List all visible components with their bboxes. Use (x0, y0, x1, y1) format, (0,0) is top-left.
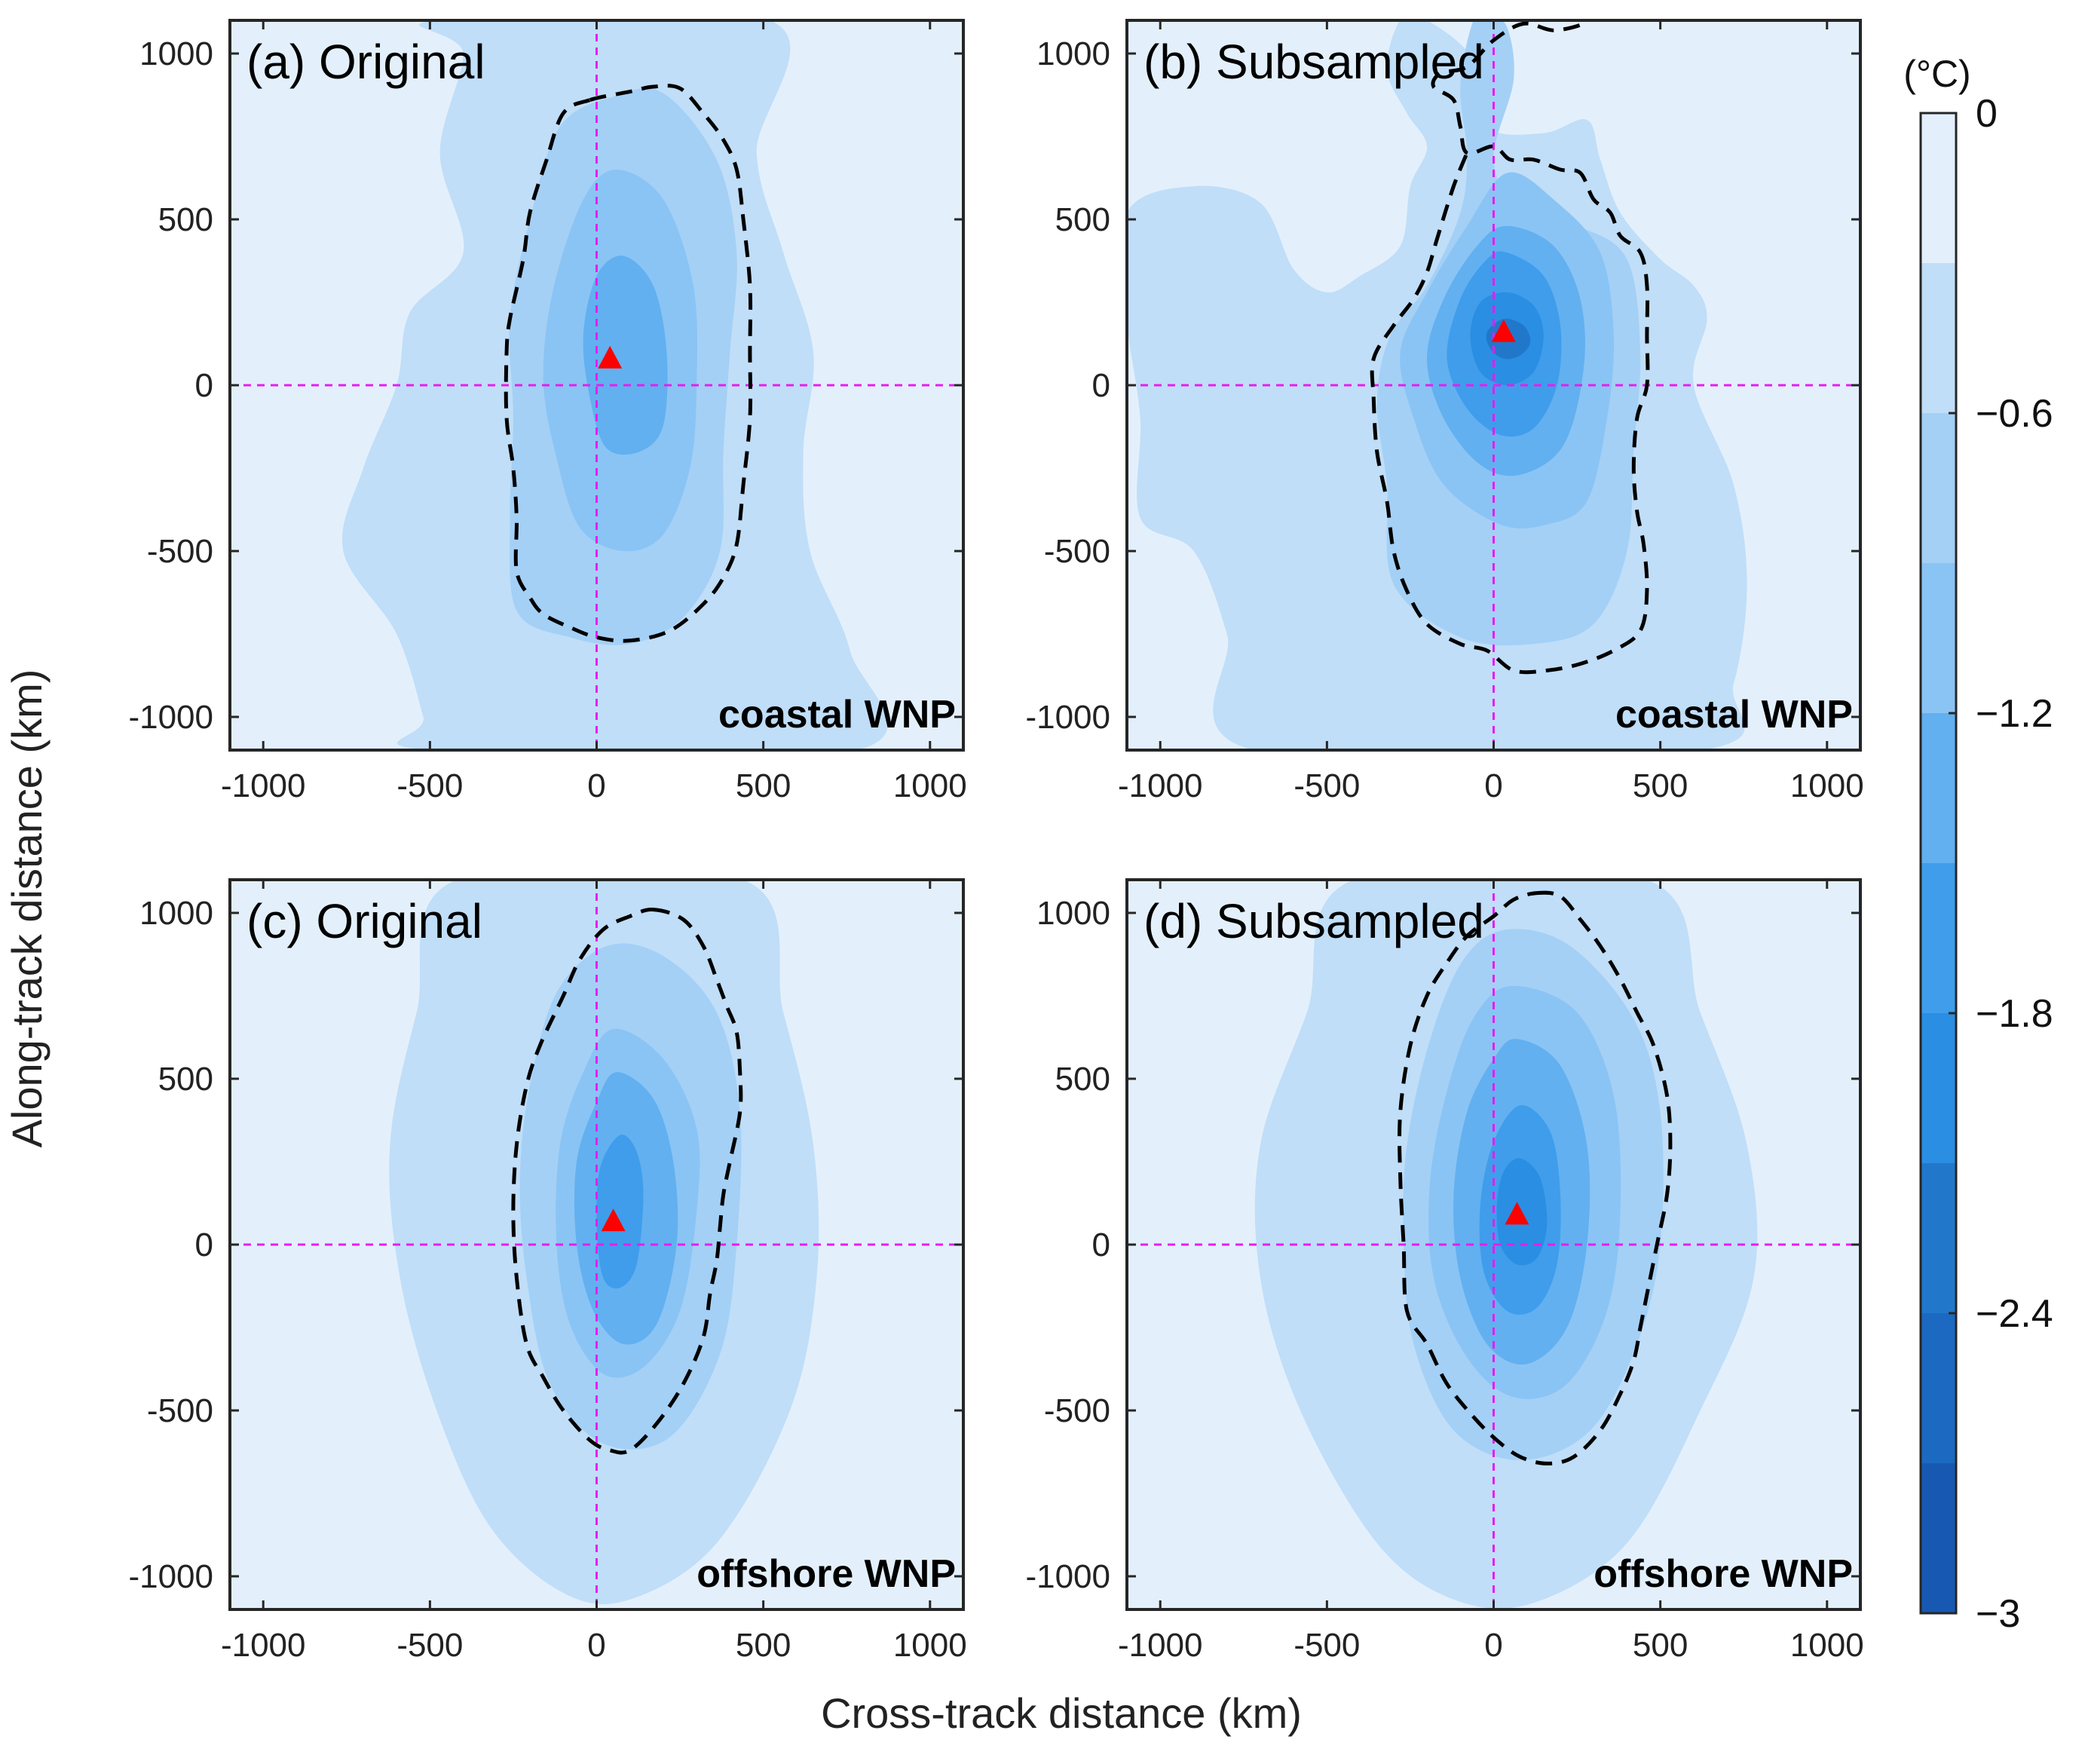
y-tick-label: -1000 (1025, 699, 1110, 736)
colorbar-band (1921, 113, 1956, 263)
center-marker (1505, 1202, 1529, 1225)
region-label: offshore WNP (1594, 1552, 1853, 1596)
x-tick-label: -1000 (221, 767, 306, 804)
plot-area (1127, 880, 1860, 1609)
y-tick-label: 1000 (1036, 35, 1110, 72)
x-tick-label: 500 (1633, 1627, 1688, 1664)
y-axis-label: Along-track distance (km) (3, 669, 51, 1148)
y-tick-label: 0 (1092, 1227, 1110, 1263)
y-tick-label: 0 (195, 367, 213, 404)
panel-title: (b) Subsampled (1144, 35, 1484, 89)
y-tick-label: 0 (1092, 367, 1110, 404)
plot-area (1127, 20, 1860, 750)
panel-b: -1000 -500 0 500 1000 -1000 -500 0 500 1000 (b) Su… (1025, 19, 1864, 804)
colorbar-band (1921, 413, 1956, 563)
y-tick-label: -1000 (128, 699, 213, 736)
plot-area (230, 880, 963, 1609)
x-tick-label: -500 (1294, 1627, 1360, 1664)
x-tick-label: -1000 (1118, 1627, 1203, 1664)
x-tick-label: 1000 (893, 1627, 967, 1664)
colorbar-band (1921, 1163, 1956, 1313)
colorbar-band (1921, 563, 1956, 713)
x-tick-label: -500 (396, 1627, 463, 1664)
panel-title: (d) Subsampled (1144, 894, 1484, 948)
colorbar-frame (1919, 112, 1958, 1615)
dashed-contour (1370, 20, 1650, 675)
filled-contour-level-3 (583, 256, 668, 455)
panel-c: -1000 -500 0 500 1000 -1000 -500 0 500 1000 (c) Or… (128, 878, 967, 1664)
colorbar-band (1921, 1313, 1956, 1463)
y-tick-label: -1000 (128, 1558, 213, 1595)
dashed-contour (511, 908, 743, 1455)
panel-a: -1000 -500 0 500 1000 -1000 -500 0 500 1000 (a) Or… (128, 19, 967, 804)
y-tick-label: 500 (1055, 201, 1110, 238)
colorbar-band (1921, 1013, 1956, 1163)
colorbar-band (1921, 263, 1956, 413)
y-tick-label: 1000 (1036, 895, 1110, 932)
region-label: coastal WNP (718, 693, 956, 737)
x-tick-label: 0 (587, 1627, 605, 1664)
x-tick-label: 1000 (1790, 1627, 1864, 1664)
x-tick-label: 1000 (893, 767, 967, 804)
x-tick-label: -1000 (221, 1627, 306, 1664)
y-tick-label: 500 (1055, 1061, 1110, 1098)
center-marker (1491, 319, 1516, 342)
panel-d: -1000 -500 0 500 1000 -1000 -500 0 500 1000 (d) Su… (1025, 878, 1864, 1664)
x-tick-label: -500 (396, 767, 463, 804)
center-marker (601, 1208, 626, 1232)
x-tick-label: 500 (736, 1627, 791, 1664)
colorbar-band (1921, 1463, 1956, 1613)
center-marker (598, 345, 623, 369)
region-label: coastal WNP (1615, 693, 1853, 737)
colorbar-tick-label: −0.6 (1976, 392, 2053, 436)
y-tick-label: 500 (158, 1061, 213, 1098)
x-axis-label: Cross-track distance (km) (821, 1689, 1302, 1737)
filled-contour-level-4 (596, 1135, 644, 1289)
colorbar-band (1921, 863, 1956, 1013)
y-tick-label: -500 (147, 533, 213, 570)
y-tick-label: 1000 (139, 895, 213, 932)
x-tick-label: -500 (1294, 767, 1360, 804)
colorbar-tick-label: −1.2 (1976, 692, 2053, 736)
y-tick-label: 500 (158, 201, 213, 238)
x-tick-label: 500 (736, 767, 791, 804)
panels: -1000 -500 0 500 1000 -1000 -500 0 500 1000 (a) Or… (128, 19, 1864, 1664)
x-tick-label: -1000 (1118, 767, 1203, 804)
y-tick-label: -1000 (1025, 1558, 1110, 1595)
panel-title: (a) Original (246, 35, 485, 89)
x-tick-label: 0 (1484, 1627, 1502, 1664)
x-tick-label: 1000 (1790, 767, 1864, 804)
colorbar-tick-label: 0 (1976, 92, 1998, 136)
panel-title: (c) Original (246, 894, 482, 948)
colorbar-tick-label: −3 (1976, 1592, 2020, 1636)
dashed-contour (504, 84, 753, 643)
colorbar-band (1921, 713, 1956, 863)
x-tick-label: 500 (1633, 767, 1688, 804)
x-tick-label: 0 (1484, 767, 1502, 804)
y-tick-label: -500 (1044, 533, 1110, 570)
y-tick-label: -500 (147, 1392, 213, 1429)
colorbar-tick-label: −2.4 (1976, 1292, 2053, 1336)
x-tick-label: 0 (587, 767, 605, 804)
y-tick-label: 1000 (139, 35, 213, 72)
colorbar-unit-label: (°C) (1903, 53, 1970, 95)
y-tick-label: -500 (1044, 1392, 1110, 1429)
colorbar: 0 −0.6 −1.2 −1.8 −2.4 −3 (1919, 92, 2053, 1636)
dashed-contour (1398, 890, 1673, 1465)
y-tick-label: 0 (195, 1227, 213, 1263)
plot-area (230, 20, 963, 750)
region-label: offshore WNP (697, 1552, 956, 1596)
colorbar-tick-label: −1.8 (1976, 992, 2053, 1036)
